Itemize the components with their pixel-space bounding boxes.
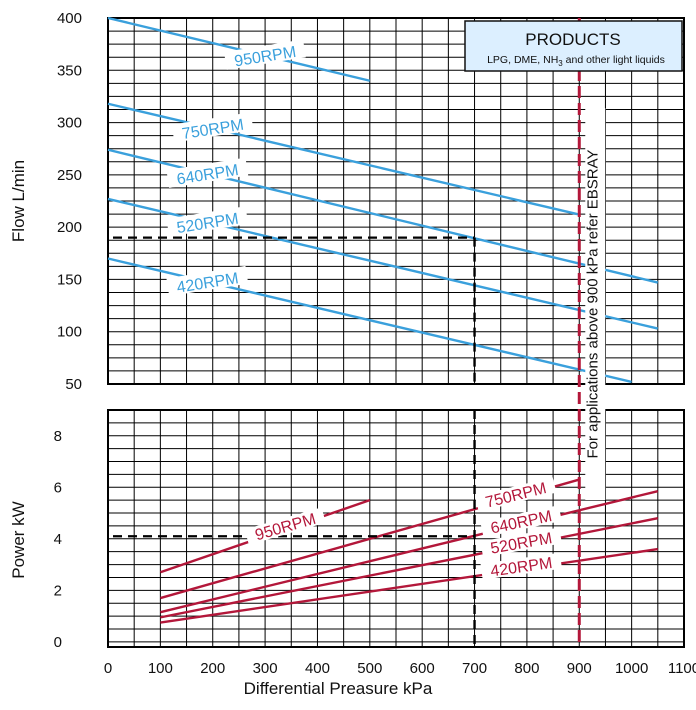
flow-series-line	[107, 16, 371, 82]
power-series-line	[160, 489, 659, 614]
x-axis-title: Differential Preasure kPa	[244, 679, 433, 698]
flow-series-label-bg	[166, 206, 249, 237]
x-tick-label: 200	[200, 660, 225, 677]
flow-y-axis-title: Flow L/min	[9, 160, 28, 242]
power-series-label-bg	[480, 527, 562, 558]
x-tick-label: 300	[253, 660, 278, 677]
power-series-label-bg	[480, 505, 562, 538]
x-tick-label: 500	[357, 660, 382, 677]
flow-y-tick-label: 250	[57, 167, 82, 184]
flow-frame	[107, 17, 685, 385]
power-series-label-bg	[474, 476, 557, 512]
vertical-note: For applications above 900 kPa refer EBS…	[584, 149, 601, 458]
x-tick-label: 600	[410, 660, 435, 677]
flow-series-label-bg	[171, 112, 254, 143]
power-series-label-bg	[244, 507, 326, 545]
x-tick-label: 100	[148, 660, 173, 677]
flow-y-tick-label: 300	[57, 115, 82, 132]
flow-y-tick-label: 50	[65, 376, 82, 393]
x-tick-label: 1100	[668, 660, 696, 677]
power-y-tick-label: 4	[54, 531, 62, 548]
flow-series-label: 640RPM	[176, 162, 240, 189]
x-tick-label: 700	[462, 660, 487, 677]
power-series-label: 750RPM	[484, 480, 549, 512]
flow-series-line	[107, 102, 580, 216]
products-box: PRODUCTS LPG, DME, NH3 and other light l…	[464, 20, 683, 72]
power-series-label-bg	[480, 552, 562, 580]
power-y-tick-label: 8	[54, 428, 62, 445]
x-tick-label: 0	[104, 660, 112, 677]
flow-y-tick-label: 400	[57, 10, 82, 27]
flow-y-tick-label: 350	[57, 62, 82, 79]
products-box-background	[464, 20, 683, 72]
flow-y-tick-label: 150	[57, 271, 82, 288]
products-title: PRODUCTS	[525, 30, 620, 49]
power-y-axis-title: Power kW	[9, 501, 28, 578]
x-tick-label: 400	[305, 660, 330, 677]
products-subtitle: LPG, DME, NH3 and other light liquids	[487, 54, 665, 68]
power-y-tick-label: 6	[54, 479, 62, 496]
flow-y-tick-label: 100	[57, 324, 82, 341]
flow-series-label-bg	[166, 157, 249, 188]
power-y-tick-label: 2	[54, 582, 62, 599]
x-tick-label: 800	[514, 660, 539, 677]
x-tick-label: 900	[567, 660, 592, 677]
flow-series-label-bg	[224, 39, 306, 70]
flow-series-label-bg	[166, 265, 249, 297]
vertical-note-bg	[585, 108, 606, 500]
power-series-line	[160, 517, 659, 619]
power-series-label: 420RPM	[489, 555, 553, 580]
flow-y-tick-label: 200	[57, 219, 82, 236]
power-series-line	[160, 547, 658, 624]
x-tick-label: 1000	[615, 660, 648, 677]
power-frame	[107, 409, 685, 648]
power-y-tick-label: 0	[54, 634, 62, 651]
